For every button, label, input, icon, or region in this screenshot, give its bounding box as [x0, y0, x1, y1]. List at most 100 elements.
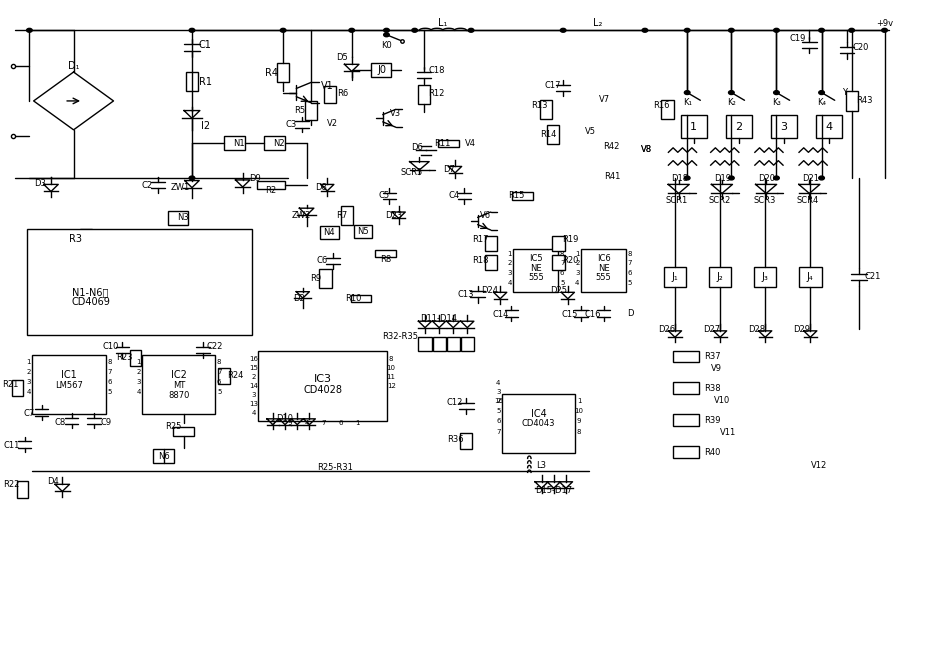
- Circle shape: [819, 28, 825, 32]
- Bar: [552, 255, 564, 270]
- Text: CD4043: CD4043: [522, 419, 556, 428]
- Text: R9: R9: [311, 274, 322, 283]
- Bar: [264, 136, 285, 150]
- Bar: [485, 255, 497, 270]
- Circle shape: [384, 33, 389, 37]
- Bar: [433, 337, 446, 352]
- Text: IC5: IC5: [529, 254, 543, 263]
- Text: D20: D20: [759, 174, 776, 183]
- Text: D23: D23: [385, 211, 402, 220]
- Text: 5: 5: [628, 280, 632, 286]
- Bar: [447, 337, 460, 352]
- Text: NE: NE: [598, 264, 609, 273]
- Text: CD4069: CD4069: [71, 297, 110, 307]
- Text: R19: R19: [563, 235, 579, 244]
- Text: C1: C1: [199, 40, 211, 50]
- Text: C15: C15: [562, 310, 578, 319]
- Bar: [142, 355, 216, 413]
- Text: 2: 2: [27, 369, 30, 375]
- Text: V4: V4: [465, 139, 475, 148]
- Text: 7: 7: [217, 369, 222, 375]
- Bar: [502, 394, 576, 453]
- Bar: [173, 427, 194, 436]
- Text: 4: 4: [826, 122, 832, 132]
- Bar: [681, 115, 706, 137]
- Text: J0: J0: [377, 65, 386, 75]
- Bar: [708, 266, 731, 287]
- Text: D28: D28: [748, 325, 765, 334]
- Text: R18: R18: [473, 256, 489, 265]
- Bar: [324, 86, 336, 103]
- Text: C12: C12: [447, 398, 463, 407]
- Text: 1: 1: [690, 122, 697, 132]
- Bar: [277, 63, 289, 83]
- Text: L3: L3: [537, 461, 546, 470]
- Circle shape: [384, 28, 389, 32]
- Text: R21: R21: [3, 380, 19, 389]
- Bar: [771, 115, 797, 137]
- Text: R16: R16: [653, 101, 670, 110]
- Text: V9: V9: [711, 364, 722, 373]
- Text: 1: 1: [508, 251, 511, 257]
- Text: R1: R1: [199, 77, 211, 86]
- Text: 8: 8: [389, 356, 393, 362]
- Text: V8: V8: [641, 144, 652, 154]
- Text: 5: 5: [271, 421, 275, 426]
- Bar: [353, 225, 372, 238]
- Text: D4: D4: [47, 477, 59, 486]
- Text: 555: 555: [528, 273, 544, 282]
- Text: R3: R3: [69, 234, 82, 244]
- Text: R39: R39: [705, 415, 721, 424]
- Circle shape: [280, 28, 286, 32]
- Text: C7: C7: [24, 409, 35, 418]
- Text: CD4028: CD4028: [303, 385, 342, 395]
- Text: R42: R42: [603, 142, 619, 151]
- Text: 16: 16: [249, 356, 259, 362]
- Circle shape: [849, 28, 854, 32]
- Text: V12: V12: [811, 461, 827, 470]
- Text: C2: C2: [141, 181, 152, 190]
- Text: 12: 12: [386, 383, 396, 389]
- Bar: [17, 481, 28, 497]
- Bar: [350, 295, 371, 302]
- Text: 16: 16: [493, 398, 503, 404]
- Bar: [816, 115, 842, 137]
- Text: N5: N5: [357, 227, 368, 236]
- Text: 1: 1: [27, 359, 30, 365]
- Text: R41: R41: [604, 172, 620, 181]
- Circle shape: [561, 28, 566, 32]
- Bar: [80, 230, 92, 248]
- Bar: [168, 211, 188, 225]
- Text: J₃: J₃: [761, 272, 769, 282]
- Circle shape: [728, 28, 734, 32]
- Text: I2: I2: [201, 121, 209, 131]
- Bar: [438, 141, 459, 148]
- Text: 3: 3: [575, 270, 580, 276]
- Text: R17: R17: [473, 235, 489, 244]
- Text: D2: D2: [294, 293, 305, 303]
- Bar: [257, 181, 285, 189]
- Text: 4: 4: [575, 280, 580, 286]
- Bar: [661, 99, 673, 119]
- Bar: [485, 236, 497, 251]
- Bar: [546, 124, 559, 144]
- Bar: [664, 266, 687, 287]
- Text: D19: D19: [714, 174, 731, 183]
- Bar: [11, 380, 23, 396]
- Circle shape: [468, 28, 474, 32]
- Text: R4: R4: [265, 68, 278, 77]
- Circle shape: [819, 91, 825, 95]
- Text: R7: R7: [336, 211, 347, 220]
- Bar: [673, 414, 700, 426]
- Text: K₄: K₄: [817, 98, 826, 106]
- Bar: [32, 355, 105, 413]
- Text: C4: C4: [449, 192, 459, 201]
- Text: 7: 7: [321, 421, 326, 426]
- Bar: [319, 269, 331, 288]
- Bar: [552, 236, 564, 251]
- Text: 1: 1: [577, 398, 581, 404]
- Text: R13: R13: [531, 101, 548, 110]
- Text: 4: 4: [304, 421, 309, 426]
- Text: D7: D7: [443, 165, 456, 174]
- Text: C19: C19: [790, 34, 806, 43]
